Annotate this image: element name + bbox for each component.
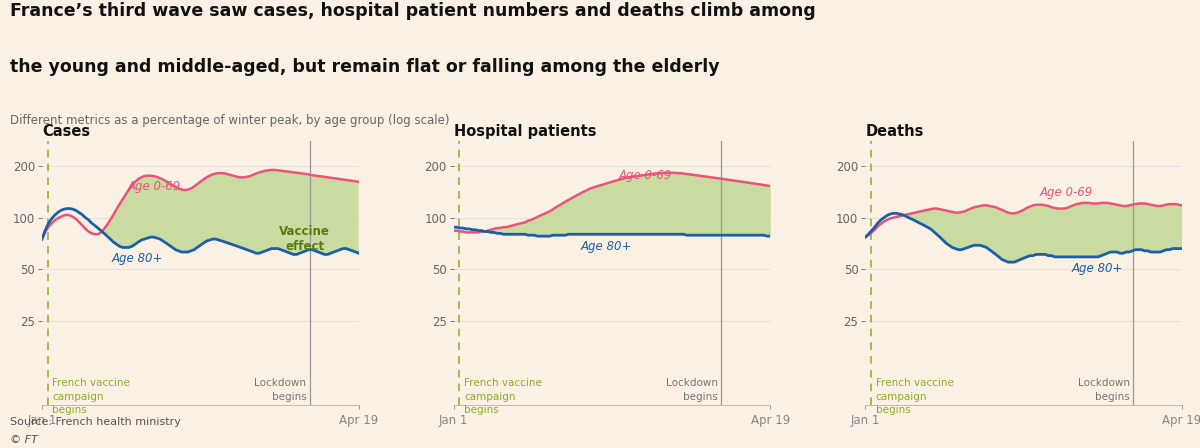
Text: Age 0-69: Age 0-69 bbox=[1039, 186, 1093, 199]
Text: Cases: Cases bbox=[42, 124, 90, 138]
Text: Age 80+: Age 80+ bbox=[1072, 262, 1122, 275]
Text: Lockdown
begins: Lockdown begins bbox=[1078, 379, 1129, 402]
Text: © FT: © FT bbox=[10, 435, 37, 444]
Text: Age 0-69: Age 0-69 bbox=[127, 180, 181, 193]
Text: Age 80+: Age 80+ bbox=[112, 252, 163, 265]
Text: French vaccine
campaign
begins: French vaccine campaign begins bbox=[53, 379, 131, 415]
Text: France’s third wave saw cases, hospital patient numbers and deaths climb among: France’s third wave saw cases, hospital … bbox=[10, 2, 815, 20]
Text: French vaccine
campaign
begins: French vaccine campaign begins bbox=[464, 379, 542, 415]
Text: Lockdown
begins: Lockdown begins bbox=[666, 379, 718, 402]
Text: Hospital patients: Hospital patients bbox=[454, 124, 596, 138]
Text: French vaccine
campaign
begins: French vaccine campaign begins bbox=[876, 379, 954, 415]
Text: Different metrics as a percentage of winter peak, by age group (log scale): Different metrics as a percentage of win… bbox=[10, 114, 449, 127]
Text: Deaths: Deaths bbox=[865, 124, 924, 138]
Text: Source: French health ministry: Source: French health ministry bbox=[10, 417, 180, 426]
Text: Vaccine
effect: Vaccine effect bbox=[280, 225, 330, 253]
Text: Lockdown
begins: Lockdown begins bbox=[254, 379, 306, 402]
Text: Age 0-69: Age 0-69 bbox=[618, 169, 672, 182]
Text: Age 80+: Age 80+ bbox=[581, 240, 631, 253]
Text: the young and middle-aged, but remain flat or falling among the elderly: the young and middle-aged, but remain fl… bbox=[10, 58, 719, 76]
